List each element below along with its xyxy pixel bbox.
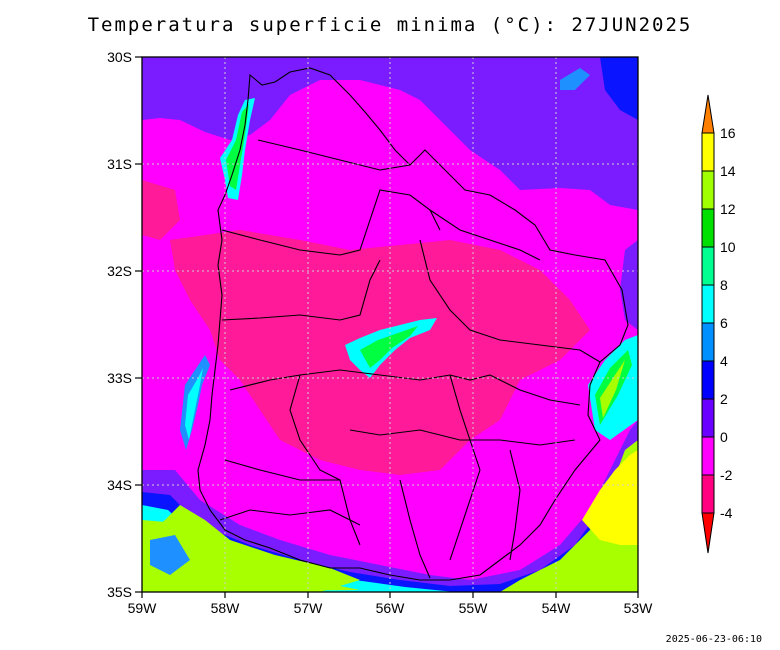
dept-line-9 — [489, 374, 581, 406]
lon-labels: 59W 58W 57W 56W 55W 54W 53W — [128, 600, 654, 616]
lat-tick-label: 33S — [107, 370, 132, 386]
colorbar-segment — [701, 398, 715, 438]
lat-tick-label: 35S — [107, 584, 132, 600]
zone-sky-ne — [560, 68, 590, 90]
map-title: Temperatura superficie minima (°C): 27JU… — [87, 14, 693, 36]
zone-lime-se — [500, 440, 638, 592]
colorbar-label: 4 — [720, 353, 728, 369]
tick-marks — [135, 56, 639, 598]
lon-tick-label: 55W — [459, 600, 489, 616]
colorbar-label: 16 — [720, 125, 736, 141]
colorbar-segment — [701, 436, 715, 476]
colorbar-bottom-arrow — [701, 512, 715, 554]
dept-line-12 — [219, 509, 361, 526]
zone-purple-sw — [142, 420, 638, 592]
colorbar-segment — [701, 322, 715, 362]
colorbar-label: 0 — [720, 429, 728, 445]
zone-river-west-cyan — [185, 368, 203, 440]
lat-tick-label: 31S — [107, 156, 132, 172]
colorbar-labels: 16 14 12 10 8 6 4 2 0 -2 -4 — [720, 125, 736, 521]
colorbar-label: 12 — [720, 201, 736, 217]
zone-yellow-se — [582, 450, 638, 545]
colorbar-label: 14 — [720, 163, 736, 179]
dept-line-4 — [221, 259, 381, 321]
lon-tick-label: 59W — [128, 600, 158, 616]
zone-reservoir-green — [360, 326, 418, 368]
zone-sky-sw — [150, 535, 190, 575]
dept-line-5 — [419, 239, 601, 363]
zone-pink-sw — [142, 180, 180, 240]
zone-purple-north — [142, 57, 638, 210]
dept-line-2 — [221, 189, 441, 256]
colorbar-segment — [701, 284, 715, 324]
colorbar-label: 6 — [720, 315, 728, 331]
lat-tick-label: 32S — [107, 263, 132, 279]
colorbar-label: 10 — [720, 239, 736, 255]
zone-blue-ne — [600, 57, 638, 120]
lat-tick-label: 34S — [107, 477, 132, 493]
zone-lime-body — [142, 505, 360, 592]
colorbar-label: 2 — [720, 391, 728, 407]
colorbar-segment — [701, 132, 715, 172]
colorbar-segment — [701, 208, 715, 248]
lat-labels: 30S 31S 32S 33S 34S 35S — [107, 49, 132, 600]
colorbar-segment — [701, 170, 715, 210]
map-field — [142, 57, 638, 592]
lon-tick-label: 57W — [294, 600, 324, 616]
dept-line-14 — [509, 449, 521, 561]
dept-line-8 — [449, 374, 481, 561]
dept-line-3 — [429, 209, 541, 261]
colorbar-top-arrow — [701, 94, 715, 134]
colorbar-segment — [701, 360, 715, 400]
colorbar-segment — [701, 246, 715, 286]
lon-tick-label: 53W — [624, 600, 654, 616]
colorbar — [701, 94, 715, 554]
timestamp: 2025-06-23-06:10 — [665, 634, 762, 645]
lon-tick-label: 56W — [376, 600, 406, 616]
colorbar-label: 8 — [720, 277, 728, 293]
colorbar-segment — [701, 474, 715, 514]
gridlines — [142, 57, 638, 592]
lon-tick-label: 58W — [211, 600, 241, 616]
colorbar-label: -4 — [720, 505, 733, 521]
dept-line-13 — [399, 479, 431, 579]
zone-lime-east — [600, 360, 625, 418]
zone-river-nw-green — [226, 104, 249, 190]
dept-line-11 — [349, 429, 576, 446]
lat-tick-label: 30S — [107, 49, 132, 65]
colorbar-label: -2 — [720, 467, 733, 483]
lon-tick-label: 54W — [542, 600, 572, 616]
dept-line-10 — [224, 459, 340, 481]
